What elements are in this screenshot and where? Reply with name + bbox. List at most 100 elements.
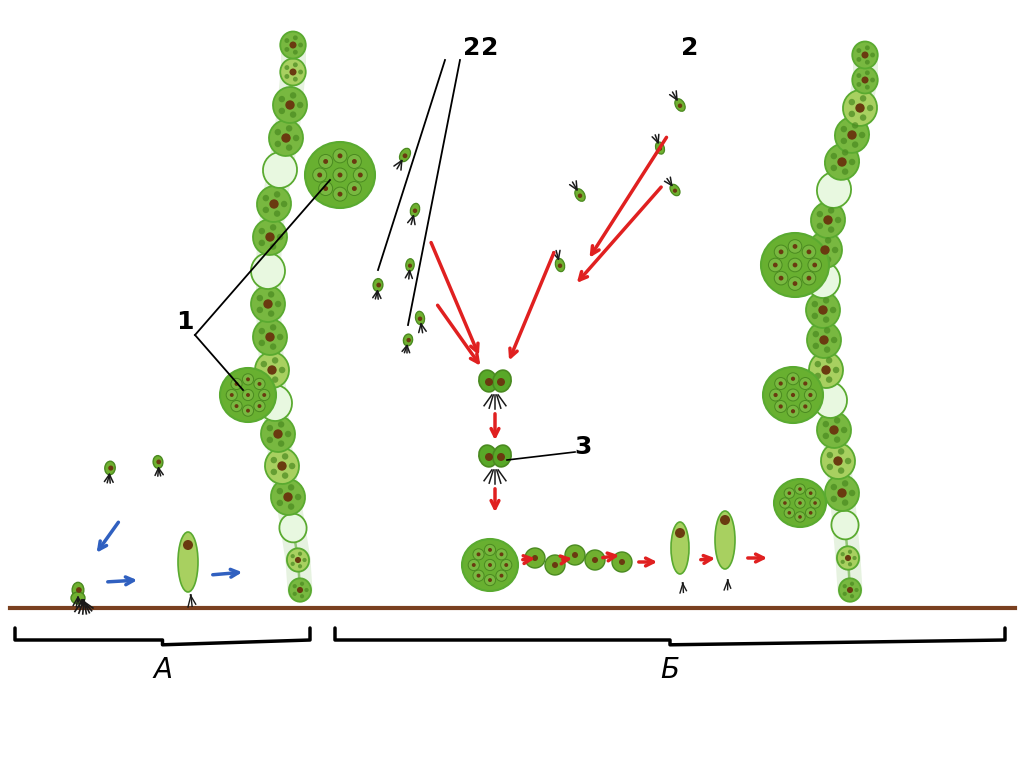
Circle shape xyxy=(783,501,786,505)
Circle shape xyxy=(847,587,853,593)
Circle shape xyxy=(798,515,802,518)
Ellipse shape xyxy=(399,148,411,162)
Circle shape xyxy=(282,453,289,459)
Circle shape xyxy=(262,195,269,201)
Circle shape xyxy=(845,458,851,464)
Circle shape xyxy=(768,258,782,272)
Circle shape xyxy=(778,249,783,254)
Circle shape xyxy=(246,409,250,413)
Circle shape xyxy=(266,436,273,443)
Circle shape xyxy=(833,367,840,374)
Circle shape xyxy=(254,400,265,412)
Circle shape xyxy=(865,45,869,51)
Circle shape xyxy=(226,390,238,400)
Ellipse shape xyxy=(71,592,85,604)
Circle shape xyxy=(810,498,820,509)
Circle shape xyxy=(286,100,295,110)
Circle shape xyxy=(183,540,193,550)
Circle shape xyxy=(815,373,821,379)
Circle shape xyxy=(300,581,304,586)
Circle shape xyxy=(276,499,283,506)
Ellipse shape xyxy=(837,546,859,570)
Circle shape xyxy=(791,377,795,381)
Circle shape xyxy=(257,404,261,408)
Ellipse shape xyxy=(269,120,303,156)
Circle shape xyxy=(279,107,285,114)
Circle shape xyxy=(842,499,848,505)
Circle shape xyxy=(841,560,845,564)
Ellipse shape xyxy=(261,416,295,452)
Ellipse shape xyxy=(281,31,306,58)
Circle shape xyxy=(852,141,858,148)
Circle shape xyxy=(229,393,233,397)
Circle shape xyxy=(848,562,852,566)
Circle shape xyxy=(808,393,812,397)
Circle shape xyxy=(324,186,328,191)
Circle shape xyxy=(488,563,492,567)
Circle shape xyxy=(497,378,505,386)
Circle shape xyxy=(838,467,845,474)
Circle shape xyxy=(333,149,347,163)
Circle shape xyxy=(257,307,263,313)
Circle shape xyxy=(262,206,269,213)
Circle shape xyxy=(558,264,562,268)
Text: 1: 1 xyxy=(176,310,194,334)
Circle shape xyxy=(787,405,799,417)
Ellipse shape xyxy=(825,144,859,180)
Circle shape xyxy=(823,297,829,304)
Ellipse shape xyxy=(251,253,285,289)
Circle shape xyxy=(545,555,565,575)
Circle shape xyxy=(270,243,276,250)
Circle shape xyxy=(830,337,838,344)
Circle shape xyxy=(473,570,484,581)
Circle shape xyxy=(265,232,274,242)
Circle shape xyxy=(812,262,817,268)
Circle shape xyxy=(278,440,285,447)
Circle shape xyxy=(861,51,868,58)
Circle shape xyxy=(333,187,347,201)
Circle shape xyxy=(407,338,411,342)
Circle shape xyxy=(791,393,795,397)
Text: Б: Б xyxy=(660,656,680,684)
Circle shape xyxy=(289,463,295,469)
Circle shape xyxy=(532,555,538,561)
Circle shape xyxy=(302,558,306,562)
Ellipse shape xyxy=(671,522,689,574)
Circle shape xyxy=(856,48,861,53)
Circle shape xyxy=(793,281,798,286)
Ellipse shape xyxy=(808,232,842,268)
Circle shape xyxy=(778,276,783,281)
Circle shape xyxy=(257,295,263,301)
Circle shape xyxy=(246,393,250,397)
Circle shape xyxy=(276,234,284,240)
Circle shape xyxy=(259,228,265,234)
Ellipse shape xyxy=(253,219,287,255)
Circle shape xyxy=(842,149,848,156)
Circle shape xyxy=(276,334,284,341)
Circle shape xyxy=(774,272,787,285)
Circle shape xyxy=(484,574,496,586)
Circle shape xyxy=(318,154,333,169)
Circle shape xyxy=(808,258,821,272)
Circle shape xyxy=(291,561,295,566)
Ellipse shape xyxy=(253,319,287,355)
Circle shape xyxy=(819,335,828,344)
Ellipse shape xyxy=(479,370,497,392)
Ellipse shape xyxy=(406,258,415,272)
Circle shape xyxy=(675,528,685,538)
Circle shape xyxy=(787,389,799,401)
Circle shape xyxy=(234,382,239,386)
Circle shape xyxy=(793,262,798,268)
Circle shape xyxy=(673,189,677,193)
Ellipse shape xyxy=(574,189,585,201)
Circle shape xyxy=(263,299,272,308)
Circle shape xyxy=(830,153,837,160)
Circle shape xyxy=(285,38,290,43)
Circle shape xyxy=(254,378,265,390)
Circle shape xyxy=(842,168,848,175)
Circle shape xyxy=(830,165,837,171)
Circle shape xyxy=(259,328,265,334)
Circle shape xyxy=(809,492,812,495)
Circle shape xyxy=(476,552,480,556)
Circle shape xyxy=(791,409,795,413)
